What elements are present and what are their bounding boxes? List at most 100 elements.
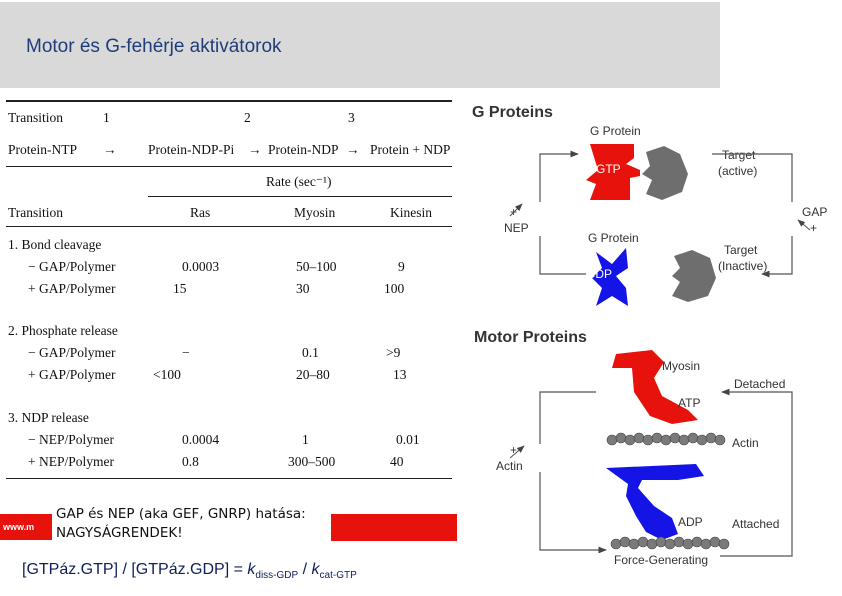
row-label: − GAP/Polymer [28,345,116,360]
col-header-transition: Transition [8,205,64,220]
transition-number-3: 3 [348,110,355,125]
target-active-state: (active) [718,164,757,178]
row-label: + NEP/Polymer [28,454,114,469]
gap-arrow [797,219,811,231]
col-header-myosin: Myosin [294,205,336,220]
cell-ras: 0.8 [182,454,199,469]
state-protein-ndp: Protein-NDP [268,142,339,157]
cell-kinesin: 100 [384,281,405,296]
cell-myosin: 300–500 [288,454,336,469]
cell-ras: <100 [153,367,181,382]
transition-number-2: 2 [244,110,251,125]
atp-label: ATP [678,396,700,410]
cell-ras: − [182,345,190,360]
state-protein-ndp-pi: Protein-NDP-Pi [148,142,235,157]
myosin-attached-shape [606,464,704,540]
myosin-detached-shape [612,350,698,424]
row-label: − GAP/Polymer [28,259,116,274]
rate-label: Rate (sec⁻¹) [266,174,332,189]
actin-plus: + [510,443,517,457]
section-title: 1. Bond cleavage [8,237,102,252]
nep-arrow [509,203,523,217]
motor-arrow-right [720,388,793,557]
arrow-3: → [346,142,360,157]
formula-k1: k [247,561,256,578]
arrow-1: → [103,142,117,157]
red-highlight-box [331,514,457,541]
cell-myosin: 0.1 [302,345,319,360]
arrow-bottom-left [539,236,586,275]
cell-ras: 15 [173,281,187,296]
cell-kinesin: 40 [390,454,404,469]
gap-label: GAP [802,205,827,219]
cell-kinesin: 9 [398,259,405,274]
arrow-top-left [539,150,579,202]
motor-arrow-top-left [539,391,596,444]
annotation-note: GAP és NEP (aka GEF, GNRP) hatása: NAGYS… [56,505,306,543]
target-inactive-shape [672,250,716,302]
col-header-ras: Ras [190,205,211,220]
actin-filament-bottom [610,536,730,550]
arrow-2: → [248,142,262,157]
motor-arrow-bottom-left [539,472,607,554]
cell-kinesin: >9 [386,345,401,360]
row-label: − NEP/Polymer [28,432,114,447]
adp-label: ADP [678,515,703,529]
target-inactive-state: (Inactive) [718,259,767,273]
site-logo: www.m [0,514,52,540]
detached-label: Detached [734,377,785,391]
table-rule-top [6,100,452,102]
plus-actin-label: Actin [496,459,523,473]
formula-sub2: cat-GTP [319,570,357,582]
note-line-1: GAP és NEP (aka GEF, GNRP) hatása: [56,506,306,522]
target-active-label: Target [722,148,756,162]
section-title: 2. Phosphate release [8,323,118,338]
cell-myosin: 20–80 [296,367,330,382]
g-protein-bottom-label: G Protein [588,231,639,245]
cell-kinesin: 13 [393,367,407,382]
formula-sub1: diss-GDP [255,570,299,582]
nep-label: NEP [504,221,529,235]
section-title: 3. NDP release [8,410,89,425]
cell-ras: 0.0004 [182,432,220,447]
table-rule-2 [6,226,452,227]
myosin-label: Myosin [662,359,700,373]
gdp-label: GDP [586,267,612,281]
cell-myosin: 1 [302,432,309,447]
row-label: + GAP/Polymer [28,281,116,296]
formula-sep: / [298,561,312,578]
g-proteins-heading: G Proteins [472,104,553,121]
arrow-bottom-right [761,236,793,278]
page-title: Motor és G-fehérje aktivátorok [26,36,282,57]
title-bar: Motor és G-fehérje aktivátorok [0,2,720,88]
actin-label: Actin [732,436,759,450]
protein-cycle-diagram: G Proteins G Protein GTP Target (active)… [472,104,827,567]
gtp-label: GTP [596,162,621,176]
actin-filament-top [606,432,726,446]
actin-arrow [509,445,525,459]
g-protein-gtp-shape [586,144,640,200]
state-protein-plus-ndp: Protein + NDP [370,142,451,157]
g-protein-gdp-shape [592,248,628,306]
cell-ras: 0.0003 [182,259,220,274]
transition-number-1: 1 [103,110,110,125]
cell-myosin: 30 [296,281,310,296]
state-protein-ntp: Protein-NTP [8,142,77,157]
table-rule-rate [148,196,452,197]
attached-label: Attached [732,517,779,531]
table-rule-1 [6,166,452,167]
table-rule-bottom [6,478,452,479]
transition-label: Transition [8,110,64,125]
formula-k2: k [311,561,320,578]
g-protein-top-label: G Protein [590,124,641,138]
arrow-top-right [712,153,793,202]
cell-kinesin: 0.01 [396,432,420,447]
formula-text: [GTPáz.GTP] / [GTPáz.GDP] = [22,561,248,578]
target-inactive-label: Target [724,243,758,257]
target-active-shape [642,146,688,200]
note-line-2: NAGYSÁGRENDEK! [56,525,183,541]
row-label: + GAP/Polymer [28,367,116,382]
col-header-kinesin: Kinesin [390,205,432,220]
force-generating-label: Force-Generating [614,553,708,567]
gap-plus: + [810,221,817,235]
